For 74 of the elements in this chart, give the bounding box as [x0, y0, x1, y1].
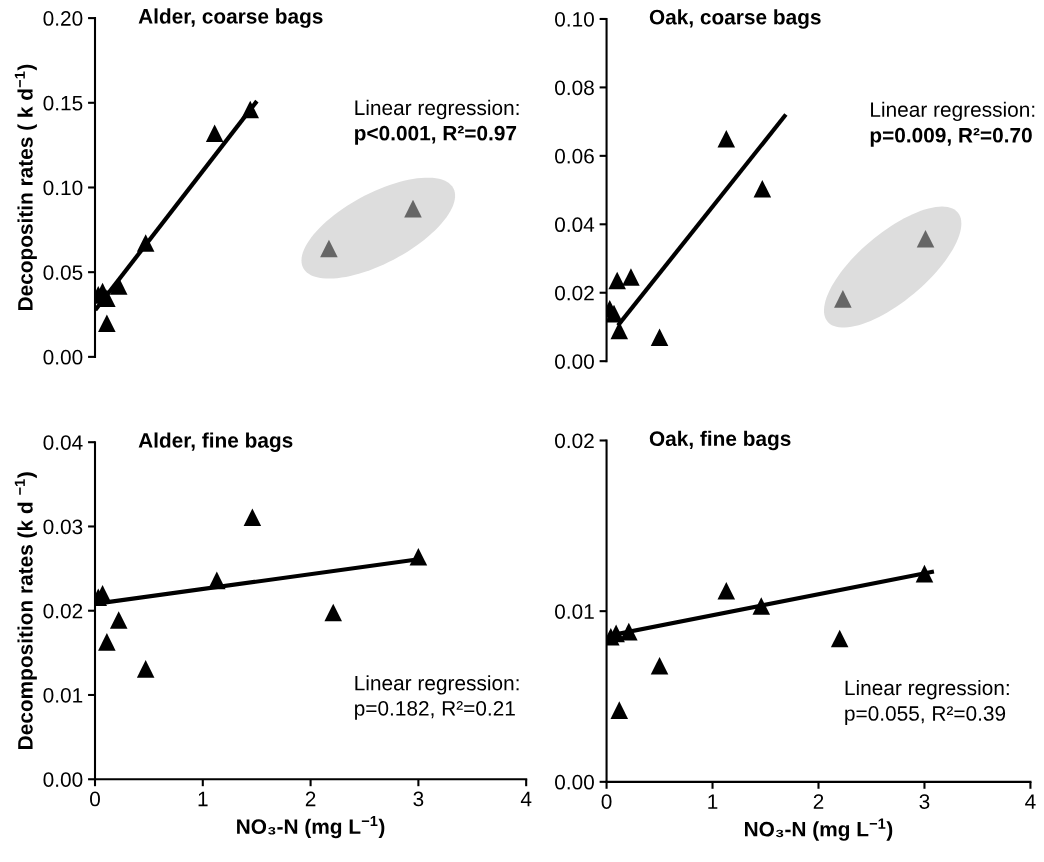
point: [650, 328, 669, 347]
annotation: p<0.001, R²=0.97: [355, 125, 517, 145]
point: [324, 603, 343, 622]
y-tick-label: 0.04: [43, 435, 83, 450]
x-axis-title: NO₃-N (mg L$^{−1}$): [744, 818, 893, 841]
chart-title: Alder, coarse bags: [138, 8, 323, 28]
y-tick-label: 0.00: [43, 772, 83, 787]
y-tick-label: 0.02: [43, 603, 83, 619]
x-axis-title: NO₃-N (mg L$^{−1}$): [237, 816, 385, 839]
y-tick-label: 0.10: [43, 180, 83, 196]
point: [606, 304, 623, 323]
y-tick-label: 0.06: [555, 148, 594, 164]
point: [320, 239, 338, 258]
x-tick-label: 2: [305, 791, 316, 807]
y-axis-title: Decomposition rates (k d $^{−1}$): [14, 472, 37, 749]
y-tick-label: 0.02: [555, 285, 594, 301]
y-tick-label: 0.15: [43, 95, 83, 111]
y-axis-title: Decopositin rates ( k d$^{−1}$): [14, 64, 37, 311]
point: [717, 129, 736, 148]
point: [717, 581, 736, 600]
x-tick-label: 3: [413, 791, 424, 807]
point: [136, 660, 155, 678]
annotation: Linear regression:: [871, 101, 1035, 122]
point: [409, 548, 428, 566]
x-tick-label: 0: [90, 791, 100, 807]
x-tick-label: 4: [1025, 794, 1036, 809]
annotation: p=0.182, R²=0.21: [355, 700, 515, 720]
y-tick-label: 0.01: [43, 687, 83, 703]
point: [98, 314, 116, 333]
y-tick-label: 0.20: [43, 11, 83, 26]
point: [620, 622, 638, 641]
point: [243, 508, 262, 526]
point: [753, 179, 772, 198]
point: [916, 229, 935, 248]
point: [915, 564, 934, 583]
y-tick-label: 0.00: [43, 349, 83, 365]
y-tick-label: 0.10: [555, 11, 594, 27]
x-tick-label: 0: [601, 794, 612, 809]
x-tick-label: 4: [520, 791, 532, 807]
x-tick-label: 3: [919, 794, 930, 809]
y-tick-label: 0.01: [555, 604, 594, 619]
x-tick-label: 2: [813, 794, 824, 809]
point: [610, 701, 629, 719]
point: [608, 271, 626, 290]
chart-title: Oak, fine bags: [649, 430, 791, 451]
y-tick-label: 0.00: [555, 354, 594, 369]
y-tick-label: 0.04: [555, 217, 595, 233]
annotation: p=0.055, R²=0.39: [845, 706, 1006, 725]
point: [834, 290, 852, 308]
y-tick-label: 0.03: [43, 519, 83, 535]
x-tick-label: 1: [708, 794, 718, 809]
point: [752, 597, 771, 615]
y-tick-label: 0.08: [555, 80, 594, 96]
point: [208, 571, 226, 590]
point: [830, 629, 849, 648]
point: [241, 100, 260, 119]
point: [109, 611, 128, 629]
point: [404, 199, 422, 218]
x-tick-label: 1: [198, 791, 208, 807]
point: [98, 633, 116, 651]
annotation: p=0.009, R²=0.70: [870, 127, 1032, 147]
point: [136, 234, 155, 252]
annotation: Linear regression:: [355, 675, 519, 695]
point: [650, 656, 669, 675]
annotation: Linear regression:: [845, 679, 1009, 700]
point: [98, 289, 116, 308]
chart-title: Oak, coarse bags: [649, 9, 821, 29]
point: [622, 268, 640, 286]
y-tick-label: 0.05: [43, 265, 83, 280]
y-tick-label: 0.02: [555, 433, 594, 449]
chart-title: Alder, fine bags: [138, 432, 293, 452]
annotation: Linear regression:: [355, 99, 519, 120]
y-tick-label: 0.00: [555, 774, 594, 790]
point: [205, 124, 224, 143]
